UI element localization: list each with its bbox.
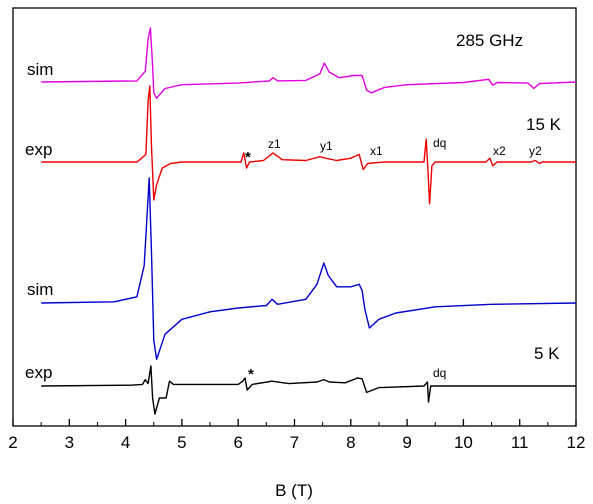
trace-sim-15k	[41, 27, 577, 99]
trace-exp-5k	[41, 365, 576, 415]
x-tick-label-3: 3	[65, 433, 74, 452]
curve-label-exp-5k: exp	[25, 363, 52, 382]
x-axis-ticks: 2 3 4 5 6 7 8 9 10 11 12	[8, 419, 585, 452]
peak-label-x1: x1	[370, 144, 383, 158]
peak-label-y1: y1	[320, 139, 333, 153]
frequency-label: 285 GHz	[456, 31, 523, 50]
x-tick-label-7: 7	[290, 433, 299, 452]
curve-label-sim-15k: sim	[27, 60, 53, 79]
x-tick-label-12: 12	[567, 433, 586, 452]
temperature-label-15k: 15 K	[526, 115, 562, 134]
peak-label-dq-15k: dq	[433, 136, 446, 150]
peak-label-y2: y2	[529, 144, 542, 158]
temperature-label-5k: 5 K	[534, 344, 560, 363]
x-tick-label-10: 10	[454, 433, 473, 452]
artifact-star-15k: *	[245, 149, 251, 166]
plot-frame	[12, 7, 577, 427]
x-tick-label-8: 8	[346, 433, 355, 452]
x-tick-label-11: 11	[511, 433, 529, 452]
trace-exp-15k	[41, 85, 576, 205]
curve-label-sim-5k: sim	[27, 280, 53, 299]
x-tick-label-4: 4	[121, 433, 130, 452]
trace-group	[41, 27, 577, 415]
artifact-star-5k: *	[248, 366, 254, 383]
peak-label-z1: z1	[268, 137, 281, 151]
x-tick-label-9: 9	[402, 433, 411, 452]
x-tick-label-5: 5	[177, 433, 186, 452]
x-tick-label-6: 6	[233, 433, 242, 452]
peak-label-x2: x2	[493, 144, 506, 158]
x-tick-label-2: 2	[8, 433, 17, 452]
curve-label-exp-15k: exp	[25, 140, 52, 159]
peak-label-dq-5k: dq	[433, 366, 446, 380]
x-axis-title: B (T)	[275, 481, 313, 500]
trace-sim-5k	[41, 177, 577, 360]
